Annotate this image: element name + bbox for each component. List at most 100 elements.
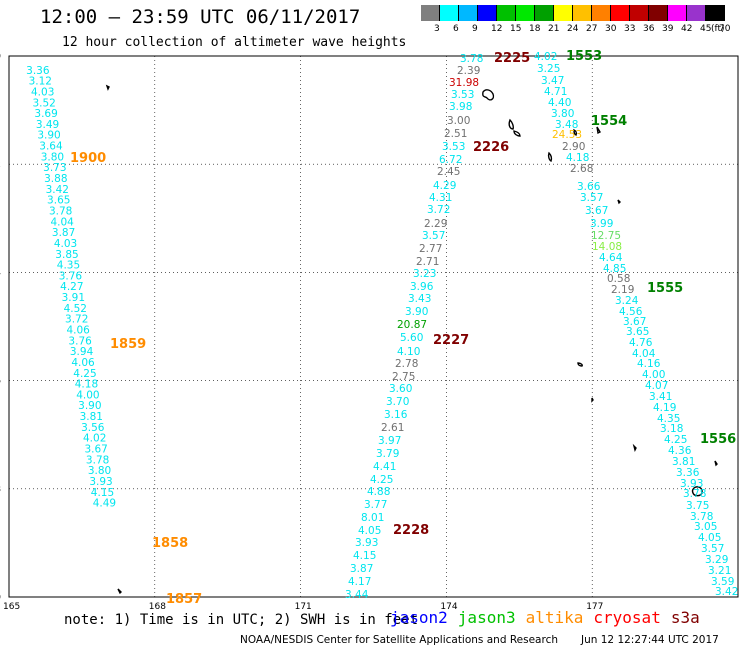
wave-height-value: 4.76 — [629, 337, 653, 349]
wave-height-value: 3.21 — [708, 565, 731, 577]
wave-height-value: 4.04 — [50, 216, 74, 228]
colorbar-label: 15 — [510, 24, 522, 34]
wave-height-value: 3.87 — [350, 563, 373, 575]
wave-height-value: 4.52 — [64, 303, 87, 315]
wave-height-value: 3.05 — [694, 521, 717, 533]
colorbar-label: 36 — [643, 24, 655, 34]
wave-height-value: 3.25 — [537, 63, 560, 75]
map-grid — [8, 55, 739, 598]
wave-height-value: 4.05 — [358, 525, 381, 537]
satellite-legend-jason3: jason3 — [457, 608, 516, 627]
wave-height-value: 4.00 — [642, 369, 665, 381]
wave-height-value: 3.78 — [86, 454, 109, 466]
wave-height-value: 2.39 — [457, 65, 480, 77]
wave-height-value: 3.80 — [88, 465, 111, 477]
wave-height-value: 3.76 — [68, 335, 92, 347]
wave-height-value: 3.18 — [660, 423, 683, 435]
altimeter-tracks: 3.363.124.033.523.693.493.903.643.803.73… — [26, 51, 738, 601]
footer-note: note: 1) Time is in UTC; 2) SWH is in fe… — [64, 612, 419, 628]
wave-height-value: 3.41 — [649, 391, 672, 403]
x-tick-label: 168 — [149, 602, 166, 612]
colorbar-swatch — [573, 5, 592, 21]
wave-height-value: 2.68 — [570, 163, 593, 175]
wave-height-value: 4.36 — [668, 445, 692, 457]
wave-height-value: 3.47 — [541, 75, 564, 87]
wave-height-value: 24.53 — [552, 129, 582, 141]
colorbar-swatch — [592, 5, 611, 21]
x-tick-label: 165 — [3, 602, 20, 612]
track-time-label: 1553 — [566, 49, 602, 64]
colorbar-swatch — [554, 5, 573, 21]
wave-height-value: 3.72 — [65, 314, 88, 326]
wave-height-value: 3.42 — [46, 184, 69, 196]
wave-height-value: 2.90 — [562, 141, 585, 153]
track-time-label: 1900 — [70, 151, 106, 166]
wave-height-value: 4.03 — [54, 238, 77, 250]
wave-height-value: 3.98 — [449, 101, 472, 113]
wave-height-value: 8.01 — [361, 512, 384, 524]
wave-height-value: 3.43 — [408, 293, 431, 305]
wave-height-value: 4.19 — [653, 402, 676, 414]
wave-height-value: 3.99 — [590, 218, 613, 230]
wave-height-value: 4.06 — [66, 325, 90, 337]
wave-height-value: 3.87 — [52, 227, 75, 239]
colorbar-label: 18 — [529, 24, 541, 34]
wave-height-value: 3.36 — [26, 65, 50, 77]
wave-height-value: 3.73 — [43, 162, 66, 174]
wave-height-value: 3.64 — [39, 141, 63, 153]
wave-height-value: 2.77 — [419, 243, 442, 255]
colorbar-label: 33 — [624, 24, 636, 34]
track-time-label: 1556 — [700, 432, 736, 447]
track-time-label: 2227 — [433, 333, 469, 348]
wave-height-value: 4.29 — [433, 180, 456, 192]
wave-height-value: 3.90 — [78, 400, 101, 412]
wave-height-value: 3.42 — [715, 586, 738, 598]
wave-height-value: 3.67 — [623, 316, 646, 328]
y-tick-label: -8 — [0, 485, 1, 495]
wave-height-value: 0.58 — [607, 273, 630, 285]
wave-height-value: 4.02 — [83, 433, 106, 445]
wave-height-value: 4.35 — [657, 413, 680, 425]
colorbar-label: 42 — [681, 24, 693, 34]
wave-height-value: 4.40 — [548, 97, 571, 109]
wave-height-value: 3.93 — [355, 537, 378, 549]
wave-height-value: 3.49 — [36, 119, 59, 131]
wave-height-value: 3.00 — [447, 115, 470, 127]
wave-height-value: 3.78 — [683, 488, 706, 500]
wave-height-value: 20.87 — [397, 319, 427, 331]
colorbar-label: 45 — [700, 24, 712, 34]
wave-height-value: 3.57 — [701, 543, 724, 555]
island-outline — [547, 151, 553, 162]
wave-height-value: 3.69 — [34, 108, 57, 120]
island-outline — [513, 130, 521, 137]
wave-height-value: 3.56 — [81, 422, 105, 434]
wave-height-value: 3.57 — [422, 230, 445, 242]
wave-height-value: 4.16 — [637, 358, 661, 370]
island-outline — [714, 460, 718, 467]
wave-height-value: 4.49 — [93, 498, 116, 510]
island-outline — [577, 362, 583, 367]
credit-text: NOAA/NESDIS Center for Satellite Applica… — [240, 634, 558, 646]
island-outline — [596, 126, 601, 135]
wave-height-value: 3.80 — [41, 151, 64, 163]
island-outline — [573, 128, 578, 136]
island-outline — [117, 588, 122, 595]
wave-height-value: 3.57 — [580, 192, 603, 204]
wave-height-value: 3.90 — [405, 306, 428, 318]
wave-height-value: 3.65 — [626, 326, 649, 338]
wave-height-value: 3.59 — [711, 576, 734, 588]
y-tick-label: 0 — [0, 52, 1, 62]
track-time-label: 2226 — [473, 140, 509, 155]
wave-height-value: 4.17 — [348, 576, 371, 588]
satellite-legend: jason2 jason3 altika cryosat s3a — [390, 608, 710, 627]
wave-height-value: 4.07 — [645, 380, 668, 392]
wave-height-value: 3.12 — [29, 76, 52, 88]
island-outline — [105, 84, 110, 91]
wave-height-value: 3.81 — [80, 411, 103, 423]
wave-height-value: 3.67 — [585, 205, 608, 217]
wave-height-value: 3.93 — [680, 478, 703, 490]
x-tick-label: 177 — [586, 602, 603, 612]
wave-height-value: 3.76 — [59, 270, 83, 282]
wave-height-value: 5.60 — [400, 332, 423, 344]
